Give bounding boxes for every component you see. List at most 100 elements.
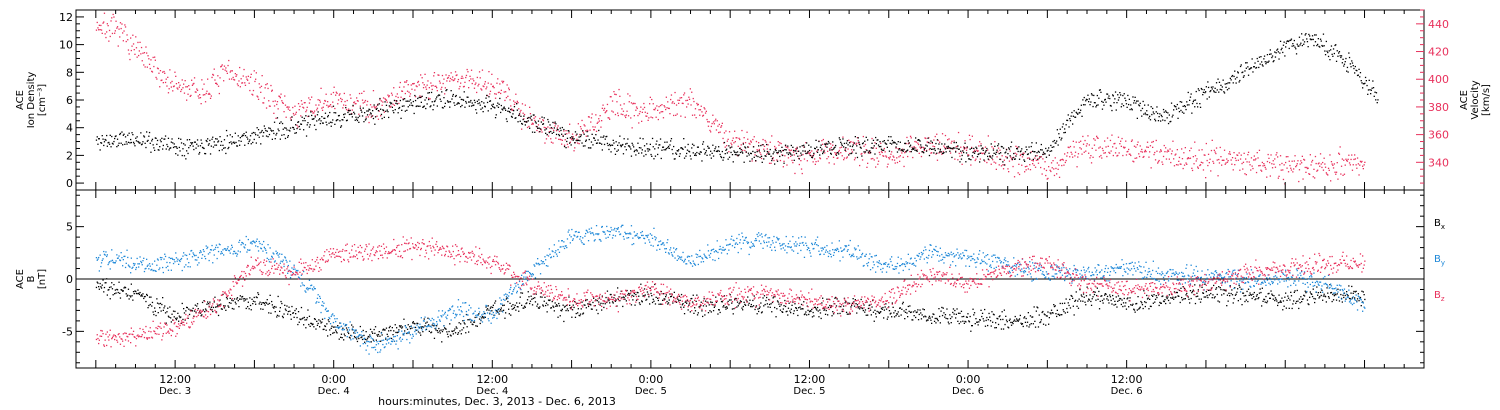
velocity-series-point bbox=[201, 79, 203, 81]
density-series-point bbox=[1055, 142, 1057, 144]
velocity-series-point bbox=[1282, 169, 1284, 171]
velocity-series-point bbox=[622, 110, 625, 112]
velocity-series-point bbox=[590, 121, 592, 123]
series-bx-point bbox=[183, 312, 186, 314]
velocity-series-point bbox=[1173, 165, 1176, 167]
series-bx-point bbox=[1016, 319, 1019, 321]
series-bx-point bbox=[872, 311, 875, 313]
series-bx-point bbox=[475, 325, 477, 327]
series-bx-point bbox=[1051, 312, 1053, 314]
density-series-point bbox=[139, 142, 141, 144]
velocity-series-point bbox=[1183, 152, 1185, 154]
velocity-series-point bbox=[808, 153, 811, 155]
density-series-point bbox=[314, 116, 316, 118]
series-bx-point bbox=[673, 296, 675, 298]
density-series-point bbox=[323, 117, 325, 119]
series-bx-point bbox=[965, 321, 967, 323]
density-series-point bbox=[233, 141, 235, 143]
density-series-point bbox=[464, 106, 466, 108]
velocity-series-point bbox=[852, 141, 854, 143]
density-series-point bbox=[887, 139, 889, 142]
velocity-series-point bbox=[354, 103, 356, 105]
velocity-series-point bbox=[464, 81, 466, 83]
series-bx-point bbox=[722, 306, 724, 308]
density-series-point bbox=[1085, 98, 1088, 100]
velocity-series-point bbox=[507, 95, 509, 97]
series-bx-point bbox=[879, 311, 881, 314]
density-series-point bbox=[526, 117, 529, 119]
density-series-point bbox=[1064, 128, 1066, 130]
velocity-series-point bbox=[1358, 174, 1360, 176]
density-series-point bbox=[1134, 96, 1136, 98]
density-series-point bbox=[937, 148, 939, 150]
series-bx-point bbox=[723, 295, 726, 297]
velocity-series-point bbox=[803, 146, 805, 148]
density-series-point bbox=[1161, 115, 1163, 118]
density-series-point bbox=[1126, 106, 1128, 108]
velocity-series-point bbox=[183, 83, 185, 85]
velocity-series-point bbox=[338, 94, 340, 96]
series-bx-point bbox=[339, 322, 341, 324]
density-series-point bbox=[671, 148, 673, 151]
density-series-point bbox=[419, 105, 421, 107]
density-series-point bbox=[862, 142, 864, 144]
series-bx-point bbox=[675, 300, 677, 303]
velocity-series-point bbox=[1040, 166, 1042, 169]
velocity-series-point bbox=[592, 126, 594, 128]
density-series-point bbox=[1370, 89, 1372, 91]
series-bx-point bbox=[284, 308, 287, 310]
series-bx-point bbox=[329, 329, 331, 331]
density-series-point bbox=[1250, 67, 1253, 69]
density-series-point bbox=[1329, 59, 1331, 61]
density-series-point bbox=[576, 133, 578, 135]
velocity-series-point bbox=[1303, 159, 1306, 161]
density-series-point bbox=[203, 147, 205, 150]
series-bx-point bbox=[919, 309, 921, 311]
density-series-point bbox=[274, 138, 276, 140]
density-series-point bbox=[696, 146, 699, 148]
series-bx-point bbox=[231, 299, 233, 301]
density-series-point bbox=[378, 103, 380, 105]
density-series-point bbox=[1177, 117, 1179, 119]
series-bx-point bbox=[976, 321, 978, 323]
series-bx-point bbox=[734, 299, 736, 301]
series-bx-point bbox=[1083, 296, 1085, 298]
velocity-series-point bbox=[1090, 162, 1093, 164]
series-bx-point bbox=[97, 282, 99, 284]
density-series-point bbox=[189, 145, 191, 147]
velocity-series-point bbox=[867, 162, 869, 164]
density-series-point bbox=[577, 139, 579, 141]
velocity-series-point bbox=[1162, 155, 1165, 158]
density-series-point bbox=[340, 126, 342, 128]
velocity-series-point bbox=[287, 106, 289, 108]
density-series-point bbox=[702, 143, 704, 145]
series-bx-point bbox=[601, 309, 603, 311]
velocity-series-point bbox=[798, 163, 800, 166]
velocity-series-point bbox=[1272, 160, 1274, 162]
series-bx-point bbox=[1056, 309, 1058, 311]
velocity-series-point bbox=[517, 102, 519, 104]
series-bx-point bbox=[603, 306, 605, 309]
series-bx-point bbox=[713, 306, 715, 308]
velocity-series-point bbox=[178, 86, 180, 88]
density-series-point bbox=[1115, 109, 1117, 111]
density-series-point bbox=[184, 144, 186, 146]
series-bx-point bbox=[827, 306, 830, 309]
velocity-series-point bbox=[152, 56, 154, 59]
velocity-series-point bbox=[337, 103, 339, 105]
density-series-point bbox=[361, 115, 364, 117]
series-bx-point bbox=[588, 303, 590, 305]
density-series-point bbox=[1359, 76, 1361, 78]
series-bx-point bbox=[375, 339, 377, 341]
series-bx-point bbox=[619, 300, 621, 302]
velocity-series-point bbox=[843, 157, 846, 159]
velocity-series-point bbox=[678, 99, 681, 101]
velocity-series-point bbox=[404, 81, 406, 83]
density-series-point bbox=[1081, 115, 1083, 117]
density-series-point bbox=[781, 146, 783, 148]
velocity-series-point bbox=[595, 130, 598, 132]
velocity-series-point bbox=[610, 96, 612, 98]
density-series-point bbox=[1305, 33, 1307, 35]
velocity-series-point bbox=[864, 143, 867, 146]
density-series-point bbox=[364, 119, 367, 121]
